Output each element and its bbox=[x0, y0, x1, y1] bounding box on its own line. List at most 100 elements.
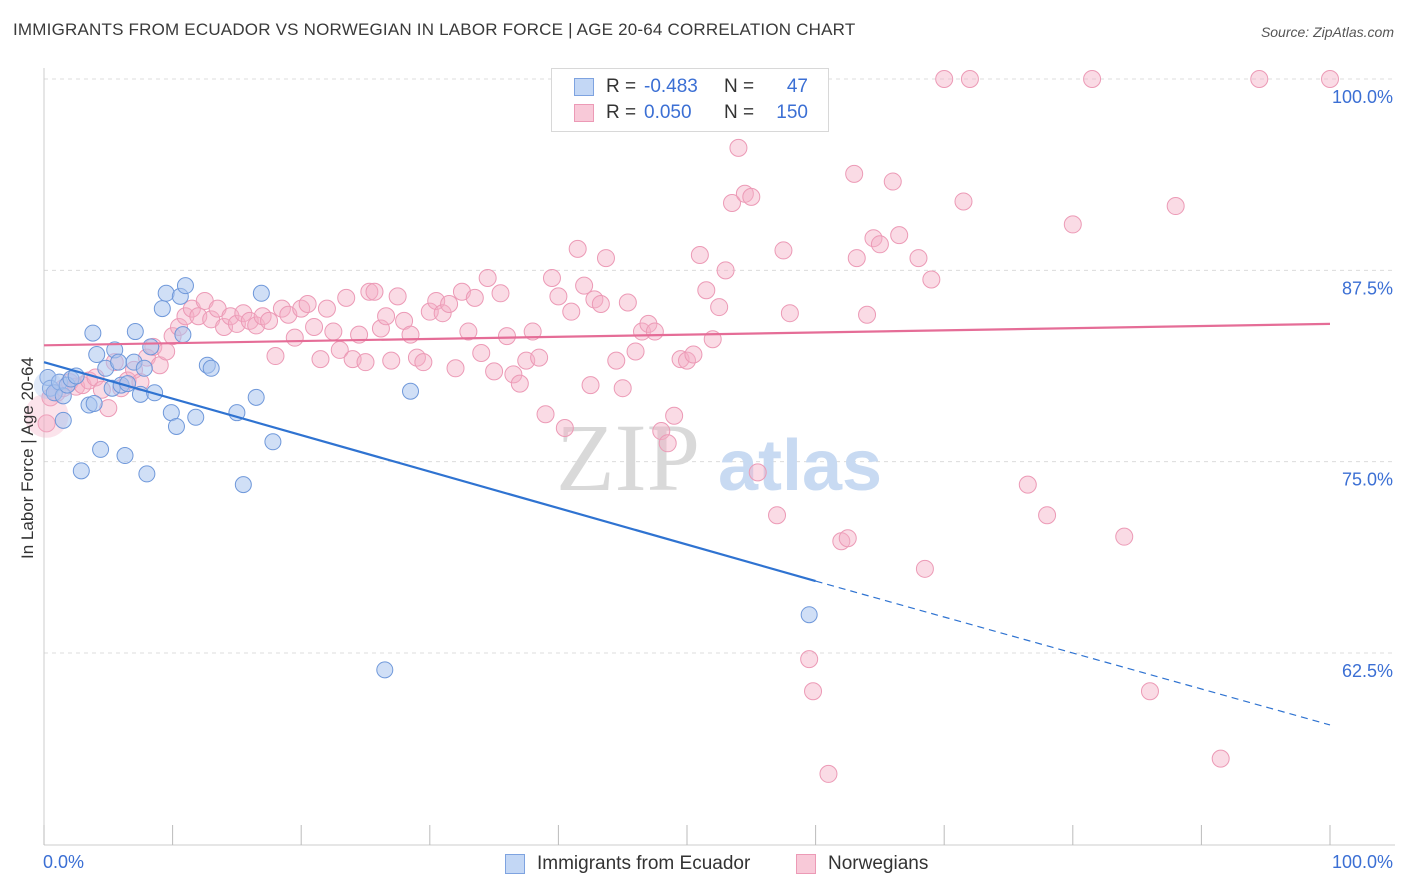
axes bbox=[43, 68, 1395, 846]
norwegians-point bbox=[748, 463, 767, 482]
legend-label-norwegians: Norwegians bbox=[828, 853, 929, 874]
norwegians-point bbox=[645, 322, 664, 341]
legend-row-norwegians: R = 0.050 N = 150 bbox=[574, 101, 808, 125]
norwegians-point bbox=[909, 249, 928, 268]
y-tick-label: 100.0% bbox=[1332, 87, 1393, 107]
norwegians-point bbox=[485, 362, 504, 381]
norwegians-point bbox=[626, 342, 645, 361]
ecuador-trend-line bbox=[43, 361, 816, 583]
n-value: 47 bbox=[786, 76, 808, 97]
norwegians-point bbox=[1038, 506, 1057, 525]
ecuador-point bbox=[92, 440, 110, 458]
norwegians-point bbox=[729, 138, 748, 157]
norwegians-point bbox=[596, 249, 615, 268]
norwegians-point bbox=[536, 405, 555, 424]
norwegians-point bbox=[575, 276, 594, 295]
chart-title: IMMIGRANTS FROM ECUADOR VS NORWEGIAN IN … bbox=[13, 20, 856, 39]
norwegians-point bbox=[260, 311, 279, 330]
norwegians-swatch bbox=[574, 104, 594, 122]
norwegians-point bbox=[618, 293, 637, 312]
ecuador-point bbox=[157, 284, 175, 302]
norwegians-point bbox=[414, 353, 433, 372]
ecuador-point bbox=[402, 382, 420, 400]
norwegians-point bbox=[285, 328, 304, 347]
ecuador-point bbox=[247, 388, 265, 406]
norwegians-point bbox=[542, 268, 561, 287]
norwegians-point bbox=[935, 70, 954, 88]
norwegians-point bbox=[555, 418, 574, 437]
norwegians-point bbox=[870, 235, 889, 254]
norwegians-point bbox=[360, 282, 379, 301]
norwegians-point bbox=[311, 350, 330, 369]
norwegians-point bbox=[382, 351, 401, 370]
norwegians-point bbox=[858, 305, 877, 324]
n-label: N = bbox=[724, 76, 755, 97]
norwegians-point bbox=[780, 304, 799, 323]
norwegians-point bbox=[497, 327, 516, 346]
norwegians-point bbox=[710, 298, 729, 317]
y-tick-label: 87.5% bbox=[1342, 278, 1393, 298]
ecuador-point bbox=[88, 346, 106, 364]
norwegians-point bbox=[1166, 197, 1185, 216]
ecuador-point bbox=[202, 359, 220, 377]
ecuador-point bbox=[187, 408, 205, 426]
x-tick-min: 0.0% bbox=[43, 852, 85, 872]
ecuador-point bbox=[142, 338, 160, 356]
norwegians-point bbox=[845, 164, 864, 183]
norwegians-point bbox=[562, 302, 581, 321]
y-axis-label: In Labor Force | Age 20-64 bbox=[18, 357, 37, 559]
norwegians-point bbox=[1250, 70, 1269, 88]
norwegians-point bbox=[266, 347, 285, 366]
norwegians-point bbox=[298, 295, 317, 314]
legend-item-ecuador: Immigrants from Ecuador bbox=[505, 851, 750, 877]
norwegians-point bbox=[581, 376, 600, 395]
norwegians-point bbox=[1140, 682, 1159, 701]
norwegians-point bbox=[24, 393, 69, 438]
ecuador-point bbox=[800, 606, 818, 624]
source-credit: Source: ZipAtlas.com bbox=[1260, 24, 1394, 40]
ecuador-trend-extension bbox=[815, 580, 1331, 726]
norwegians-point bbox=[407, 348, 426, 367]
norwegians-point bbox=[1063, 215, 1082, 234]
norwegians-point bbox=[305, 317, 324, 336]
trend-lines bbox=[43, 322, 1331, 726]
ecuador-point bbox=[126, 323, 144, 341]
norwegians-point bbox=[523, 322, 542, 341]
ecuador-point bbox=[153, 300, 171, 318]
watermark-atlas: atlas bbox=[718, 426, 882, 506]
norwegians-point bbox=[774, 241, 793, 260]
norwegians-point bbox=[716, 261, 735, 280]
norwegians-point bbox=[350, 325, 369, 344]
ecuador-point bbox=[138, 465, 156, 483]
norwegians-point bbox=[742, 187, 761, 206]
norwegians-point bbox=[804, 682, 823, 701]
ecuador-point bbox=[376, 661, 394, 679]
norwegians-point bbox=[1211, 749, 1230, 768]
norwegians-point bbox=[613, 379, 632, 398]
norwegians-point bbox=[890, 226, 909, 245]
ecuador-point bbox=[33, 371, 62, 400]
n-value: 150 bbox=[776, 102, 808, 123]
norwegians-point bbox=[690, 246, 709, 265]
norwegians-point bbox=[684, 345, 703, 364]
legend-label-ecuador: Immigrants from Ecuador bbox=[537, 853, 751, 874]
norwegians-point bbox=[317, 299, 336, 318]
norwegians-trend-line bbox=[43, 322, 1331, 347]
ecuador-point bbox=[167, 417, 185, 435]
norwegians-point bbox=[459, 322, 478, 341]
norwegians-point bbox=[377, 307, 396, 326]
ecuador-point bbox=[84, 324, 102, 342]
n-label: N = bbox=[724, 102, 755, 123]
ecuador-point bbox=[85, 395, 103, 413]
norwegians-point bbox=[838, 529, 857, 548]
ecuador-point bbox=[174, 326, 192, 344]
norwegians-point bbox=[440, 295, 459, 314]
norwegians-point bbox=[1321, 70, 1339, 88]
norwegians-point bbox=[292, 299, 311, 318]
norwegians-point bbox=[478, 268, 497, 287]
series-norwegians bbox=[24, 70, 1339, 783]
ecuador-point bbox=[72, 462, 90, 480]
norwegians-point bbox=[324, 322, 343, 341]
norwegians-point bbox=[337, 288, 356, 307]
r-value: 0.050 bbox=[644, 102, 692, 123]
